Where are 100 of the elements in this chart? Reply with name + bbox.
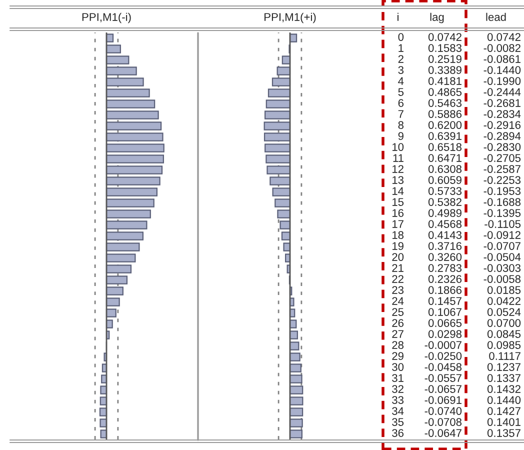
data-label: 0.6200 [428, 121, 462, 129]
data-label: -0.2587 [484, 165, 520, 173]
y-tick-label: 5 [398, 88, 404, 96]
y-tick-label: 31 [392, 374, 404, 382]
y-tick-label: 8 [398, 121, 404, 129]
data-label: -0.0740 [424, 407, 462, 415]
data-label: 0.0845 [487, 330, 521, 338]
text: lag [430, 12, 444, 24]
data-label: -0.0082 [484, 44, 520, 52]
y-tick-label: 21 [392, 264, 404, 272]
y-tick-label: 29 [392, 352, 404, 360]
y-tick-label: 32 [392, 385, 404, 393]
data-label: 0.0700 [487, 319, 521, 327]
data-label: 0.1117 [489, 352, 520, 360]
data-label: -0.0504 [484, 253, 521, 261]
data-label: -0.0250 [424, 352, 462, 360]
data-label: 0.1427 [487, 407, 520, 415]
y-tick-label: 24 [392, 297, 404, 305]
y-tick-label: 12 [392, 165, 404, 173]
data-label: -0.0058 [484, 275, 521, 283]
data-label: 0.2326 [428, 275, 462, 283]
data-label: 0.1457 [428, 297, 462, 305]
data-label: -0.0007 [424, 341, 462, 349]
data-label: 0.6518 [428, 143, 462, 151]
data-label: -0.0557 [424, 374, 462, 382]
data-label: -0.0657 [424, 385, 462, 393]
data-label: 0.6308 [428, 165, 462, 173]
y-tick-label: 26 [392, 319, 404, 327]
y-tick-label: 2 [398, 55, 404, 63]
y-tick-label: 15 [392, 198, 404, 206]
data-label: -0.2834 [484, 110, 521, 118]
data-label: 0.0742 [487, 33, 520, 41]
data-label: -0.0691 [424, 396, 462, 404]
y-tick-label: 3 [398, 66, 404, 74]
data-label: -0.0708 [424, 418, 462, 426]
data-label: -0.2916 [484, 121, 521, 129]
y-tick-label: 0 [398, 33, 404, 41]
data-label: 0.3716 [428, 242, 462, 250]
y-tick-label: 16 [392, 209, 404, 217]
data-label: 0.1440 [487, 396, 521, 404]
data-label: 0.5463 [428, 99, 462, 107]
data-label: 0.4989 [428, 209, 462, 217]
y-tick-label: 36 [392, 429, 404, 437]
data-label: 0.0422 [487, 297, 520, 305]
y-tick-label: 28 [392, 341, 404, 349]
y-tick-label: 7 [398, 110, 404, 118]
data-label: -0.2705 [484, 154, 521, 162]
data-label: 0.6059 [428, 176, 462, 184]
y-tick-label: 20 [392, 253, 404, 261]
data-label: -0.0861 [484, 55, 520, 63]
data-label: -0.0303 [484, 264, 521, 272]
data-label: 0.4865 [428, 88, 462, 96]
data-label: 0.3260 [428, 253, 462, 261]
data-label: -0.0912 [484, 231, 520, 239]
y-tick-label: 13 [392, 176, 404, 184]
data-label: 0.0985 [487, 341, 521, 349]
y-tick-label: 23 [392, 286, 404, 294]
data-label: 0.4181 [428, 77, 462, 85]
data-label: -0.0707 [484, 242, 520, 250]
data-label: 0.6471 [428, 154, 462, 162]
y-tick-label: 11 [393, 154, 404, 162]
data-label: 0.5382 [428, 198, 462, 206]
data-label: 0.1237 [487, 363, 520, 371]
data-label: 0.1432 [487, 385, 520, 393]
data-label: 0.5886 [428, 110, 462, 118]
data-label: 0.2519 [428, 55, 462, 63]
data-label: -0.1688 [484, 198, 521, 206]
data-label: 0.0742 [428, 33, 462, 41]
data-label: 0.5733 [428, 187, 462, 195]
data-label: -0.1395 [484, 209, 521, 217]
data-label: 0.4568 [428, 220, 462, 228]
data-label: -0.1105 [484, 220, 521, 228]
y-tick-label: 4 [398, 77, 404, 85]
data-label: 0.2783 [428, 264, 462, 272]
data-label: -0.2444 [484, 88, 521, 96]
y-tick-label: 25 [392, 308, 404, 316]
data-label: 0.1583 [428, 44, 462, 52]
y-tick-label: 19 [392, 242, 404, 250]
data-label: -0.0458 [424, 363, 462, 371]
data-label: -0.0647 [424, 429, 462, 437]
y-tick-label: 34 [392, 407, 404, 415]
y-tick-label: 6 [398, 99, 404, 107]
data-label: 0.3389 [428, 66, 462, 74]
data-label: 0.0185 [487, 286, 521, 294]
data-label: 0.0665 [428, 319, 462, 327]
data-label: 0.1067 [428, 308, 462, 316]
data-label: -0.1990 [484, 77, 521, 85]
data-label: -0.2894 [484, 132, 521, 140]
y-tick-label: 14 [392, 187, 404, 195]
y-tick-label: 33 [392, 396, 404, 404]
text: lead [486, 12, 506, 21]
y-tick-label: 27 [392, 330, 404, 338]
data-label: 0.6391 [428, 132, 462, 140]
y-tick-label: 17 [392, 220, 404, 228]
data-label: -0.2253 [484, 176, 521, 184]
data-label: -0.1440 [484, 66, 521, 74]
y-tick-label: 18 [392, 231, 404, 239]
y-tick-label: 1 [398, 44, 404, 52]
data-label: -0.1953 [484, 187, 521, 195]
data-label: 0.4143 [428, 231, 462, 239]
